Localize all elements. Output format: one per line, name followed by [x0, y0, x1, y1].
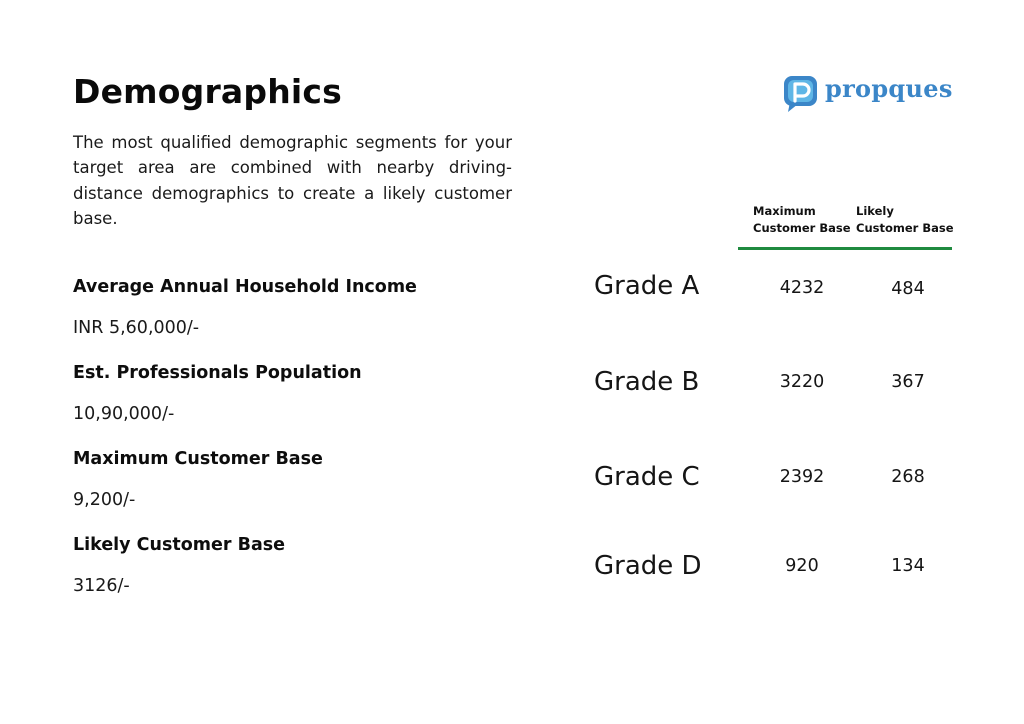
grade-label: Grade A — [594, 271, 700, 301]
metric-label: Likely Customer Base — [73, 535, 286, 555]
metric-value: 10,90,000/- — [73, 404, 175, 424]
metric-label: Average Annual Household Income — [73, 277, 417, 297]
metric-label: Est. Professionals Population — [73, 363, 362, 383]
page-title: Demographics — [73, 72, 343, 111]
likely-value: 268 — [891, 467, 925, 487]
chat-bubble-p-icon — [784, 76, 817, 112]
metric-value: INR 5,60,000/- — [73, 318, 200, 338]
grade-label: Grade D — [594, 551, 702, 581]
likely-value: 134 — [891, 556, 925, 576]
header-line: Customer Base — [753, 221, 851, 235]
likely-value: 367 — [891, 372, 925, 392]
intro-paragraph: The most qualified demographic segments … — [73, 133, 512, 228]
grade-label: Grade C — [594, 462, 700, 492]
metric-value: 9,200/- — [73, 490, 136, 510]
brand-logo: propques — [782, 73, 952, 115]
metric-value: 3126/- — [73, 576, 130, 596]
maximum-value: 3220 — [779, 372, 825, 392]
maximum-value: 2392 — [779, 467, 825, 487]
likely-customer-base-header: Likely Customer Base — [856, 203, 954, 237]
grade-label: Grade B — [594, 367, 700, 397]
maximum-value: 4232 — [779, 278, 825, 298]
header-divider — [738, 247, 952, 250]
brand-name: propques — [825, 74, 953, 103]
metric-label: Maximum Customer Base — [73, 449, 323, 469]
header-line: Customer Base — [856, 221, 954, 235]
header-line: Maximum — [753, 204, 816, 218]
maximum-value: 920 — [785, 556, 819, 576]
likely-value: 484 — [891, 279, 925, 299]
header-line: Likely — [856, 204, 894, 218]
max-customer-base-header: Maximum Customer Base — [753, 203, 851, 237]
